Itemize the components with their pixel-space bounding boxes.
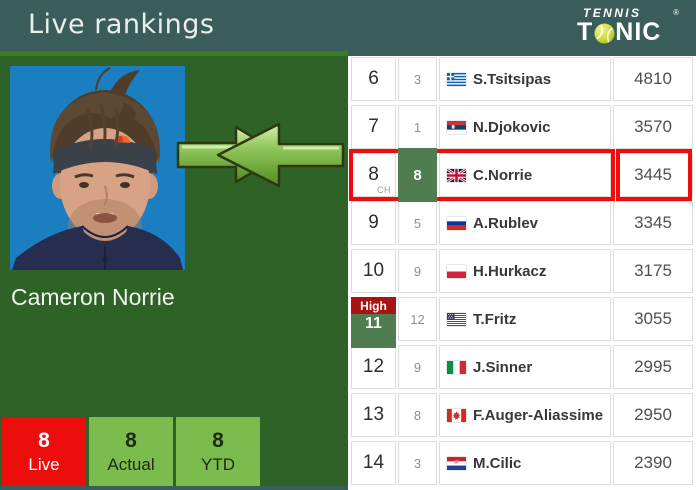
- stat-ytd: 8 YTD: [176, 417, 260, 487]
- header-bar: Live rankings TENNIS T: [0, 0, 696, 56]
- flag-croatia-icon: [447, 456, 466, 470]
- player-cell: F.Auger-Aliassime: [439, 393, 611, 437]
- rankings-table: 6 3 S.Tsitsipas 4810 7 1: [348, 56, 696, 490]
- flag-italy-icon: [447, 360, 466, 374]
- flag-great-britain-icon: [447, 168, 466, 182]
- flag-canada-icon: [447, 408, 466, 422]
- table-row[interactable]: 9 5 A.Rublev 3345: [351, 201, 693, 245]
- rank-cell: 12: [351, 345, 396, 389]
- stat-ytd-value: 8: [212, 429, 224, 452]
- stat-live-label: Live: [28, 455, 60, 474]
- hair-front: [50, 92, 160, 164]
- points-cell: 3055: [613, 297, 693, 341]
- table-row[interactable]: 12 9 J.Sinner 2995: [351, 345, 693, 389]
- arrow-left: [216, 122, 345, 188]
- stat-live: 8 Live: [2, 417, 86, 487]
- player-cell: C.Norrie: [439, 153, 611, 197]
- rank-cell: 8 CH: [351, 153, 396, 197]
- flag-greece-icon: [447, 72, 466, 86]
- points-cell: 3570: [613, 105, 693, 149]
- rank-cell: 7: [351, 105, 396, 149]
- points-cell: 2995: [613, 345, 693, 389]
- change-cell: 9: [398, 345, 437, 389]
- rank-cell: 9: [351, 201, 396, 245]
- stat-actual: 8 Actual: [89, 417, 173, 487]
- tennis-ball-icon: [594, 22, 615, 44]
- points-cell: 3345: [613, 201, 693, 245]
- career-high-stack: High 11: [351, 297, 396, 348]
- logo-tennis-text: TENNIS: [583, 6, 642, 20]
- flag-serbia-icon: [447, 120, 466, 134]
- points-cell: 3175: [613, 249, 693, 293]
- player-cell: J.Sinner: [439, 345, 611, 389]
- stat-actual-value: 8: [125, 429, 137, 452]
- rank-cell: 14: [351, 441, 396, 485]
- player-cell: N.Djokovic: [439, 105, 611, 149]
- change-cell: 3: [398, 57, 437, 101]
- green-rank-cell: 11: [351, 314, 396, 348]
- table-row[interactable]: 7 1 N.Djokovic 3570: [351, 105, 693, 149]
- table-row-highlighted[interactable]: 8 CH 8 C.Norrie 3445: [351, 148, 693, 202]
- rank-cell: 10: [351, 249, 396, 293]
- stat-ytd-label: YTD: [201, 455, 235, 474]
- player-panel: Cameron Norrie 8 Live 8 Actual 8 YTD: [0, 56, 348, 487]
- table-row[interactable]: 6 3 S.Tsitsipas 4810: [351, 57, 693, 101]
- rank-cell: 6: [351, 57, 396, 101]
- table-row[interactable]: 10 9 H.Hurkacz 3175: [351, 249, 693, 293]
- change-cell: 3: [398, 441, 437, 485]
- player-cell: M.Cilic: [439, 441, 611, 485]
- tennis-tonic-logo: TENNIS T: [577, 6, 679, 46]
- rank-stats: 8 Live 8 Actual 8 YTD: [2, 417, 260, 487]
- green-rank-cell: 8: [398, 148, 437, 202]
- change-cell: 8: [398, 148, 437, 202]
- player-cell: T.Fritz: [439, 297, 611, 341]
- change-cell: 9: [398, 249, 437, 293]
- flag-poland-icon: [447, 264, 466, 278]
- change-cell: 8: [398, 393, 437, 437]
- rank-arrows-icon: [176, 114, 346, 196]
- player-cell: S.Tsitsipas: [439, 57, 611, 101]
- points-cell: 2390: [613, 441, 693, 485]
- points-cell: 3445: [613, 153, 693, 197]
- stat-actual-label: Actual: [107, 455, 155, 474]
- bottom-teal-strip: [0, 486, 348, 490]
- player-photo: [10, 66, 185, 270]
- points-cell: 2950: [613, 393, 693, 437]
- table-row[interactable]: 14 3 M.Cilic 2390: [351, 441, 693, 485]
- headband: [53, 139, 157, 174]
- player-cell: A.Rublev: [439, 201, 611, 245]
- registered-mark: ®: [673, 8, 679, 17]
- career-high-label: CH: [377, 185, 391, 195]
- flag-usa-icon: [447, 312, 466, 326]
- table-row[interactable]: 13 8 F.Auger-Aliassime 2950: [351, 393, 693, 437]
- change-cell: 5: [398, 201, 437, 245]
- rank-cell: 13: [351, 393, 396, 437]
- stat-live-value: 8: [38, 429, 50, 452]
- logo-tonic-text: T NIC: [577, 18, 662, 46]
- shirt: [12, 226, 183, 270]
- player-name: Cameron Norrie: [11, 284, 175, 310]
- high-badge: High: [351, 297, 396, 314]
- flag-russia-icon: [447, 216, 466, 230]
- points-cell: 4810: [613, 57, 693, 101]
- header-green-divider: [0, 51, 348, 56]
- rank-cell: High 11: [351, 297, 396, 348]
- change-cell: 12: [398, 297, 437, 341]
- page-title: Live rankings: [28, 9, 215, 40]
- change-cell: 1: [398, 105, 437, 149]
- player-cell: H.Hurkacz: [439, 249, 611, 293]
- table-row[interactable]: High 11 12: [351, 297, 693, 348]
